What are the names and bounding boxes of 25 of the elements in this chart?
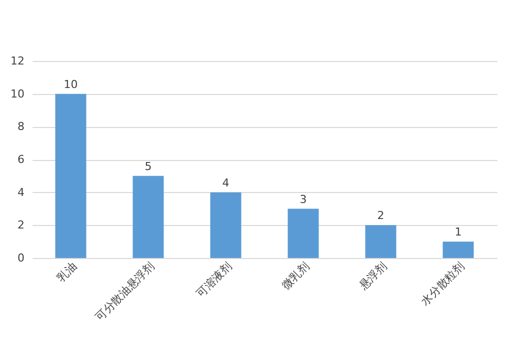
x-tick-label: 微乳剂 — [279, 260, 312, 292]
data-label: 5 — [144, 160, 152, 173]
y-tick-label: 8 — [18, 120, 24, 134]
data-label: 4 — [222, 176, 230, 190]
data-label: 10 — [64, 78, 78, 91]
data-label: 3 — [300, 192, 307, 206]
y-tick-label: 2 — [18, 218, 24, 232]
bar — [210, 192, 242, 258]
y-tick-label: 4 — [18, 186, 24, 199]
x-tick-label: 可分散油悬浮剂 — [93, 260, 157, 324]
x-tick-label: 可溶液剂 — [194, 260, 234, 300]
bar — [365, 225, 396, 258]
bar — [132, 176, 164, 258]
x-tick-label: 水分散粒剂 — [418, 260, 467, 308]
bar — [288, 208, 319, 258]
x-tick-label: 悬浮剂 — [356, 260, 390, 294]
bar — [442, 242, 474, 258]
y-tick-label: 6 — [18, 153, 24, 166]
bar — [55, 94, 86, 258]
y-tick-label: 12 — [10, 54, 24, 68]
y-tick-label: 10 — [10, 87, 24, 100]
data-label: 2 — [377, 209, 384, 222]
y-tick-label: 0 — [18, 252, 24, 264]
x-tick-label: 乳油 — [54, 260, 80, 285]
data-label: 1 — [454, 226, 462, 239]
